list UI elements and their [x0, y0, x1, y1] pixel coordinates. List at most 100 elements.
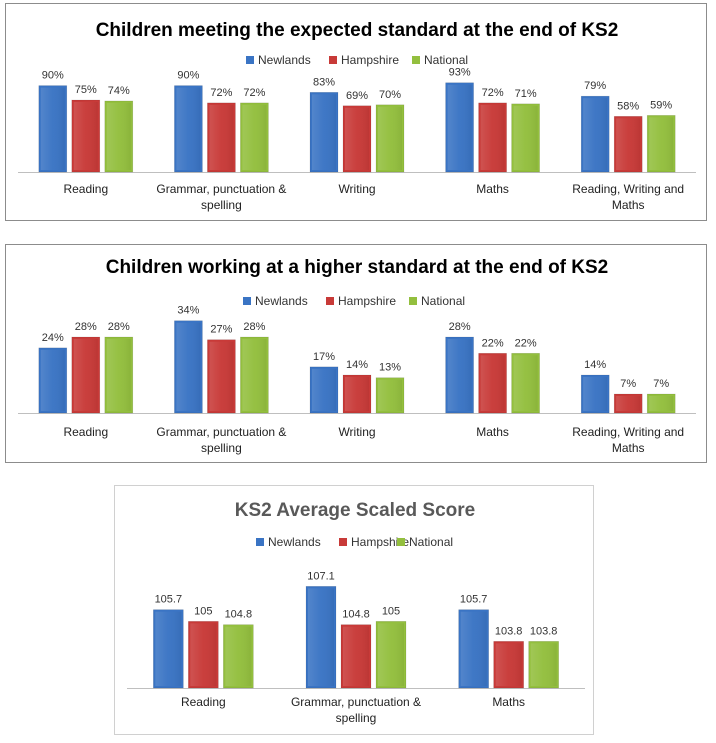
legend-swatch-newlands	[246, 56, 254, 64]
data-label: 74%	[108, 85, 130, 97]
data-label: 17%	[313, 351, 335, 363]
bar-shine	[209, 104, 234, 170]
bar-shine	[155, 611, 182, 686]
data-label: 103.8	[530, 625, 558, 637]
legend-label-hampshire: Hampshire	[338, 294, 396, 308]
legend-swatch-national	[397, 538, 405, 546]
average-scaled-score-chart-svg: KS2 Average Scaled Score Newlands Hampshir…	[127, 500, 585, 725]
bar-shine	[460, 611, 487, 686]
category-label: Maths	[612, 198, 645, 212]
legend-item-hampshire: Hampshire	[329, 53, 399, 67]
bar-shine	[378, 379, 402, 411]
legend-item-newlands: Newlands	[256, 535, 321, 549]
data-label: 59%	[650, 99, 672, 111]
legend-label-newlands: Newlands	[255, 294, 308, 308]
bar-shine	[242, 104, 267, 170]
data-label: 27%	[210, 324, 232, 336]
bar-shine	[176, 87, 201, 170]
data-label: 58%	[617, 100, 639, 112]
category-label: Writing	[338, 182, 375, 196]
data-label: 24%	[42, 332, 64, 344]
bar-shine	[73, 339, 98, 411]
bar-shine	[73, 102, 98, 170]
category-label: Grammar, punctuation &	[291, 695, 421, 709]
legend-label-national: National	[424, 53, 468, 67]
bar-shine	[312, 94, 336, 170]
legend-item-hampshire: Hampshire	[326, 294, 396, 308]
legend-label-newlands: Newlands	[258, 53, 311, 67]
data-label: 28%	[243, 321, 265, 333]
legend-swatch-hampshire	[326, 297, 334, 305]
legend-label-hampshire: Hampshire	[351, 535, 409, 549]
bar-shine	[447, 84, 472, 170]
bar-shine	[530, 643, 557, 686]
higher-standard-chart-svg: Children working at a higher standard at…	[18, 257, 696, 455]
category-label: Reading, Writing and	[572, 182, 684, 196]
category-label: Maths	[476, 425, 509, 439]
legend-label-newlands: Newlands	[268, 535, 321, 549]
higher-standard-chart: Children working at a higher standard at…	[5, 244, 707, 463]
data-label: 69%	[346, 90, 368, 102]
data-label: 28%	[75, 321, 97, 333]
data-label: 104.8	[225, 609, 253, 621]
legend-label-national: National	[409, 535, 453, 549]
bar-shine	[378, 106, 402, 170]
bar-shine	[583, 98, 608, 170]
data-label: 28%	[108, 321, 130, 333]
legend-item-newlands: Newlands	[246, 53, 311, 67]
bar-shine	[513, 105, 538, 170]
legend-swatch-hampshire	[329, 56, 337, 64]
data-label: 72%	[210, 87, 232, 99]
expected-standard-chart-svg: Children meeting the expected standard a…	[18, 20, 696, 212]
legend-swatch-national	[412, 56, 420, 64]
data-label: 7%	[653, 378, 669, 390]
data-label: 13%	[379, 362, 401, 374]
chart-title: Children working at a higher standard at…	[106, 257, 609, 278]
legend-swatch-newlands	[256, 538, 264, 546]
bar-shine	[345, 107, 369, 170]
legend-item-national: National	[409, 294, 465, 308]
data-label: 28%	[449, 321, 471, 333]
legend-item-newlands: Newlands	[243, 294, 308, 308]
legend-item-hampshire: Hampshire	[339, 535, 409, 549]
data-label: 34%	[177, 305, 199, 317]
bar-shine	[480, 355, 505, 411]
bar-shine	[480, 104, 505, 170]
bar-shine	[616, 396, 641, 411]
bar-shine	[513, 355, 538, 411]
data-label: 70%	[379, 89, 401, 101]
data-label: 14%	[346, 359, 368, 371]
bar-shine	[209, 341, 234, 411]
legend-swatch-newlands	[243, 297, 251, 305]
bar-shine	[495, 643, 522, 686]
data-label: 22%	[515, 337, 537, 349]
data-label: 14%	[584, 359, 606, 371]
data-label: 22%	[482, 337, 504, 349]
bar-shine	[308, 588, 334, 686]
category-label: spelling	[201, 441, 242, 455]
bar-shine	[190, 623, 217, 686]
legend-swatch-national	[409, 297, 417, 305]
data-label: 71%	[515, 88, 537, 100]
category-label: Maths	[612, 441, 645, 455]
data-label: 93%	[449, 67, 471, 79]
bar-shine	[40, 349, 65, 411]
bar-shine	[343, 626, 369, 686]
category-label: Grammar, punctuation &	[156, 425, 286, 439]
data-label: 72%	[243, 87, 265, 99]
category-label: Reading	[63, 425, 108, 439]
legend-label-hampshire: Hampshire	[341, 53, 399, 67]
category-label: Maths	[492, 695, 525, 709]
bar-shine	[649, 117, 674, 170]
data-label: 90%	[177, 70, 199, 82]
category-label: Reading	[181, 695, 226, 709]
data-label: 72%	[482, 87, 504, 99]
category-label: Grammar, punctuation &	[156, 182, 286, 196]
category-label: Maths	[476, 182, 509, 196]
data-label: 75%	[75, 84, 97, 96]
bar-shine	[40, 87, 65, 170]
bar-shine	[225, 626, 252, 686]
data-label: 105.7	[155, 594, 183, 606]
data-label: 105.7	[460, 594, 488, 606]
data-label: 105	[382, 605, 400, 617]
